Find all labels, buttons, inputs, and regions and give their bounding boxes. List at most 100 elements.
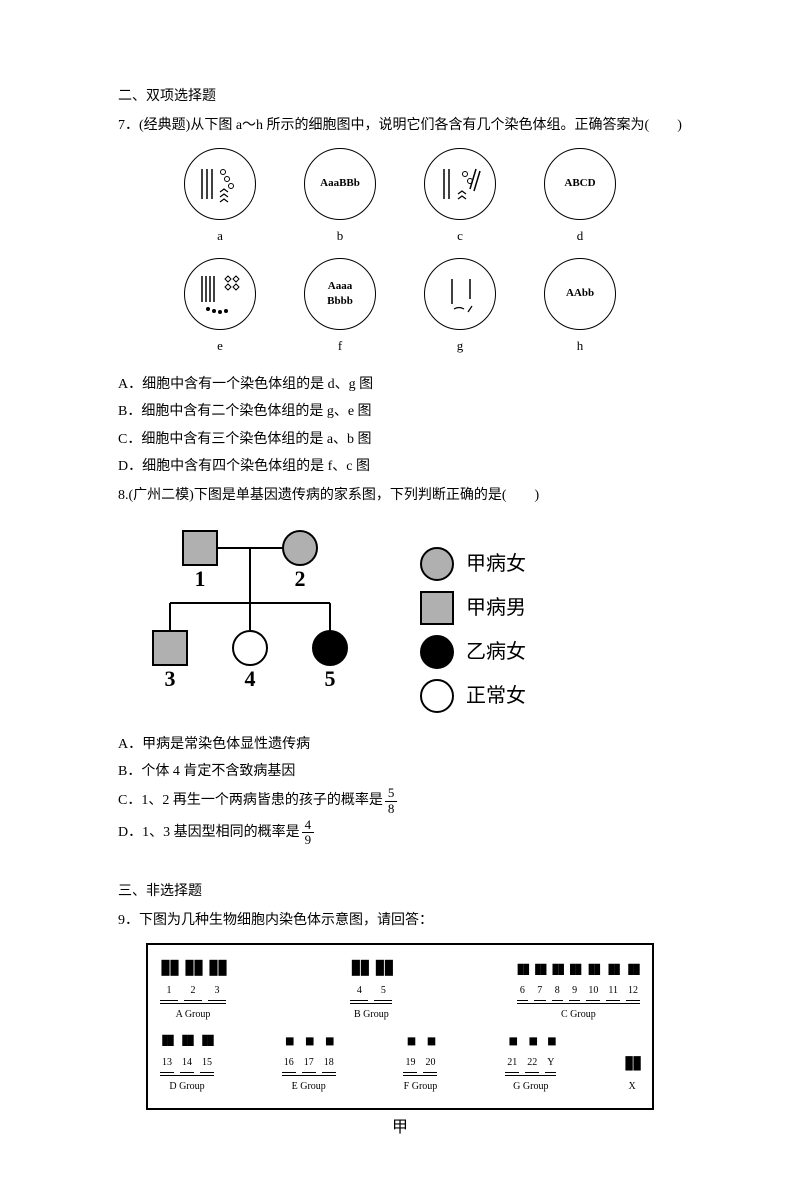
chromosome-pair: ▮▮2: [184, 957, 202, 1001]
chromosome-pair: ▮▮Y: [545, 1028, 556, 1072]
chromosome-pair: ▮▮17: [302, 1028, 316, 1072]
pedigree-legend: 甲病女 甲病男 乙病女 正常女: [420, 538, 526, 722]
numerator: 4: [302, 818, 315, 833]
chromosome-pair: ▮▮21: [505, 1028, 519, 1072]
q8-option-a: A．甲病是常染色体显性遗传病: [118, 732, 710, 757]
group-label: C Group: [561, 1006, 596, 1024]
cell-label: e: [175, 334, 265, 357]
legend-row: 正常女: [420, 678, 526, 714]
karyotype-caption: 甲: [90, 1114, 710, 1143]
denominator: 9: [302, 833, 315, 847]
q7-option-d: D．细胞中含有四个染色体组的是 f、c 图: [118, 454, 710, 479]
cell-item: ABCD d: [535, 148, 625, 247]
legend-row: 乙病女: [420, 634, 526, 670]
legend-label: 乙病女: [466, 634, 526, 670]
legend-shape-icon: [420, 547, 454, 581]
chromosome-pair: ▮▮1: [160, 957, 178, 1001]
chromosome-pair: ▮▮7: [534, 957, 545, 1001]
legend-row: 甲病女: [420, 546, 526, 582]
chromosome-pair: ▮▮9: [569, 957, 580, 1001]
cell-e: [184, 258, 256, 330]
legend-label: 甲病女: [466, 546, 526, 582]
cell-item: Aaaa Bbbb f: [295, 258, 385, 357]
q8-options: A．甲病是常染色体显性遗传病 B．个体 4 肯定不含致病基因 C．1、2 再生一…: [118, 732, 710, 848]
legend-shape-icon: [420, 679, 454, 713]
cell-label: d: [535, 224, 625, 247]
q9-prompt: 9．下图为几种生物细胞内染色体示意图，请回答：: [90, 908, 710, 933]
q7-option-a: A．细胞中含有一个染色体组的是 d、g 图: [118, 372, 710, 397]
chromosome-pair: ▮▮13: [160, 1028, 174, 1072]
chromosome-group: ▮▮21 ▮▮22 ▮▮Y G Group: [505, 1028, 556, 1095]
cell-f: Aaaa Bbbb: [304, 258, 376, 330]
group-label: B Group: [354, 1006, 389, 1024]
q7-option-b: B．细胞中含有二个染色体组的是 g、e 图: [118, 399, 710, 424]
chromosome-pair: ▮▮19: [403, 1028, 417, 1072]
denominator: 8: [385, 802, 398, 816]
chromosome-group: ▮▮13▮▮14▮▮15D Group: [160, 1028, 214, 1095]
chromosome-pair: ▮▮16: [282, 1028, 296, 1072]
legend-row: 甲病男: [420, 590, 526, 626]
section-3-heading: 三、非选择题: [90, 879, 710, 904]
cell-label: a: [175, 224, 265, 247]
cell-item: AaaBBb b: [295, 148, 385, 247]
option-text: C．1、2 再生一个两病皆患的孩子的概率是: [118, 793, 383, 808]
chromosome-pair: ▮▮18: [322, 1028, 336, 1072]
cell-g: [424, 258, 496, 330]
group-label: A Group: [176, 1006, 211, 1024]
chromosome-group: ▮▮1 ▮▮2 ▮▮3 A Group: [160, 957, 226, 1024]
cell-item: a: [175, 148, 265, 247]
chromosome-pair: ▮▮8: [552, 957, 563, 1001]
cell-label: c: [415, 224, 505, 247]
cell-c: [424, 148, 496, 220]
chromosome-pair: ▮▮3: [208, 957, 226, 1001]
karyotype-diagram: ▮▮1 ▮▮2 ▮▮3 A Group ▮▮4 ▮▮5 B Group ▮▮6 ▮▮7 ▮▮8 ▮▮…: [146, 943, 654, 1109]
svg-text:1: 1: [195, 566, 206, 591]
legend-shape-icon: [420, 591, 454, 625]
cell-a: [184, 148, 256, 220]
group-label: G Group: [513, 1078, 548, 1096]
q7-cell-grid: a AaaBBb b c ABCD d: [90, 148, 710, 357]
numerator: 5: [385, 786, 398, 801]
q8-prompt: 8.(广州二模)下图是单基因遗传病的家系图，下列判断正确的是( ): [90, 483, 710, 508]
svg-text:2: 2: [295, 566, 306, 591]
cell-b: AaaBBb: [304, 148, 376, 220]
fraction: 49: [302, 818, 315, 848]
q7-options: A．细胞中含有一个染色体组的是 d、g 图 B．细胞中含有二个染色体组的是 g、…: [118, 372, 710, 479]
cell-item: e: [175, 258, 265, 357]
svg-text:3: 3: [165, 666, 176, 691]
cell-item: g: [415, 258, 505, 357]
chromosome-group: ▮▮6▮▮7▮▮8▮▮9▮▮10▮▮11▮▮12C Group: [517, 957, 640, 1024]
section-2-heading: 二、双项选择题: [90, 84, 710, 109]
chromosome-pair: ▮▮15: [200, 1028, 214, 1072]
legend-label: 甲病男: [466, 590, 526, 626]
cell-label: b: [295, 224, 385, 247]
chromosome-group: ▮▮4 ▮▮5 B Group: [350, 957, 392, 1024]
chromosome-pair: ▮▮22: [525, 1028, 539, 1072]
chromosome-pair: ▮▮5: [374, 957, 392, 1001]
legend-label: 正常女: [466, 678, 526, 714]
svg-text:4: 4: [245, 666, 256, 691]
chromosome-pair: ▮▮14: [180, 1028, 194, 1072]
chromosome-group: ▮▮19 ▮▮20 F Group: [403, 1028, 437, 1095]
group-label: F Group: [404, 1078, 438, 1096]
fraction: 58: [385, 786, 398, 816]
pedigree-diagram: 1 2 3 4 5: [150, 518, 390, 713]
option-text: D．1、3 基因型相同的概率是: [118, 825, 300, 840]
cell-item: c: [415, 148, 505, 247]
chromosome-group: ▮▮16▮▮17▮▮18E Group: [282, 1028, 336, 1095]
q8-option-d: D．1、3 基因型相同的概率是49: [118, 818, 710, 848]
q7-prompt: 7．(经典题)从下图 a～h 所示的细胞图中，说明它们各含有几个染色体组。正确答…: [90, 113, 710, 138]
cell-label: g: [415, 334, 505, 357]
chromosome-pair: ▮▮6: [517, 957, 528, 1001]
cell-item: AAbb h: [535, 258, 625, 357]
svg-text:5: 5: [325, 666, 336, 691]
chromosome-x: ▮▮X: [624, 1052, 640, 1095]
cell-label: h: [535, 334, 625, 357]
chromosome-pair: ▮▮4: [350, 957, 368, 1001]
q8-option-c: C．1、2 再生一个两病皆患的孩子的概率是58: [118, 786, 710, 816]
chromosome-pair: ▮▮20: [423, 1028, 437, 1072]
chromosome-pair: ▮▮10: [586, 957, 600, 1001]
q7-option-c: C．细胞中含有三个染色体组的是 a、b 图: [118, 427, 710, 452]
chromosome-pair: ▮▮11: [606, 957, 620, 1001]
cell-d: ABCD: [544, 148, 616, 220]
